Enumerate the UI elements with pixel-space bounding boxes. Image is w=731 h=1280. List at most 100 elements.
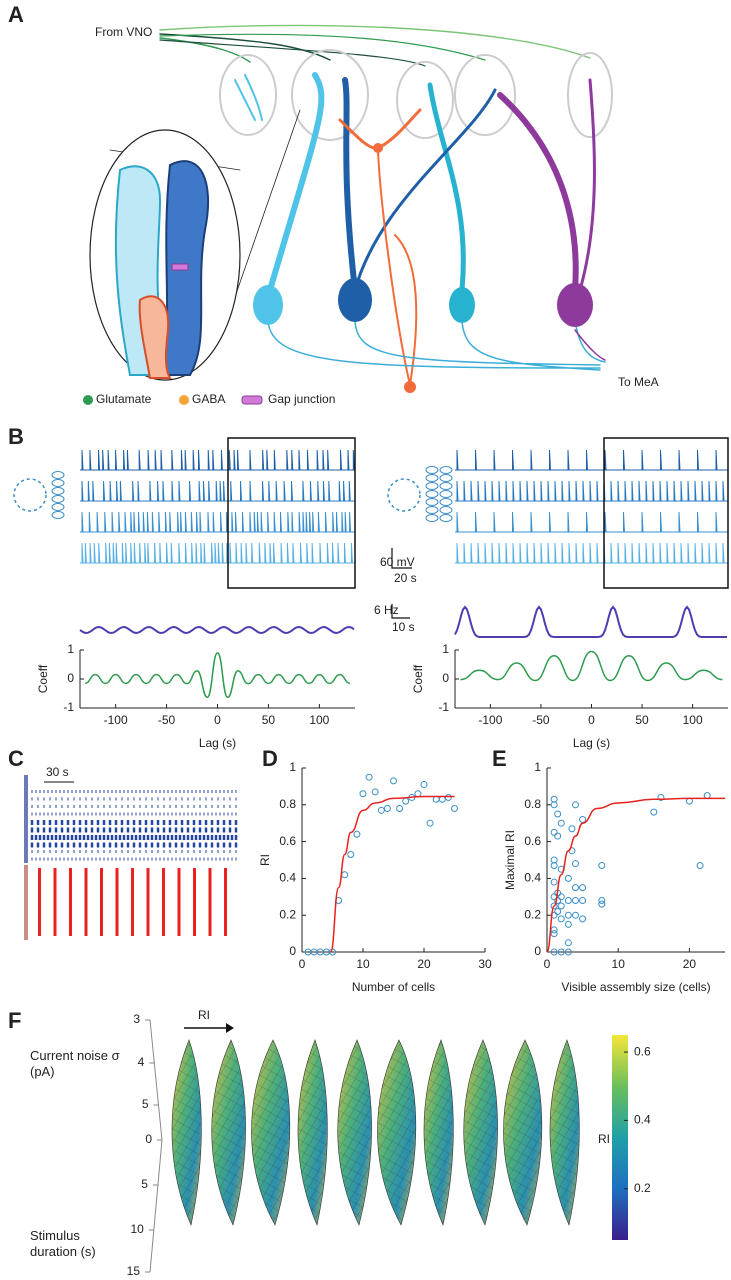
y-axis-label: Coeff [411,664,425,693]
raster-row [31,850,237,853]
point [564,874,572,882]
tick-label: 10 [130,1222,144,1236]
window-box [227,437,356,589]
point [554,908,562,916]
legend-label: Glutamate [96,392,152,406]
cell-icon [425,466,439,474]
point [650,808,658,816]
cell-icon [439,498,453,506]
x-axis-label: Visible assembly size (cells) [561,980,710,994]
arrow-head [226,1023,234,1033]
surface-mesh [171,1040,202,1225]
window-box [603,437,729,589]
x-tick-label: 50 [262,713,276,727]
point [564,948,572,956]
y-tick-label: 0 [534,944,541,958]
colorbar-tick-label: 0.4 [634,1113,651,1127]
scale-label: 60 mV [380,555,415,569]
cell-icon [425,474,439,482]
surface-mesh [337,1040,372,1225]
y-tick-label: 0.2 [524,907,541,921]
surface-mesh [463,1040,498,1225]
raster-burst [69,868,72,936]
y-tick-label: 1 [534,760,541,774]
raster-row [31,790,237,793]
x-tick-label: 10 [356,957,370,971]
point [557,902,565,910]
panel-label: E [492,746,507,771]
point [550,902,558,910]
cell-icon [439,514,453,522]
tick-label: 5 [142,1097,149,1111]
cell-icon [439,506,453,514]
surface-mesh [251,1040,290,1225]
x-tick-label: 0 [588,713,595,727]
x-tick-label: 30 [478,957,492,971]
y-tick-label: 0 [289,944,296,958]
annotation: To MeA [618,375,659,389]
spike-trace [455,449,728,471]
point [571,801,579,809]
point [571,860,579,868]
raster-row [30,820,238,825]
point [564,920,572,928]
x-tick-label: 100 [309,713,329,727]
spike-trace [80,480,355,502]
cell-icon [51,511,65,519]
point [444,793,452,801]
panel-label: A [8,2,24,27]
rate-curve [454,605,727,638]
cell-icon [425,482,439,490]
x-tick-label: -50 [158,713,176,727]
y-tick-label: 0.4 [524,871,541,885]
raster-burst [84,868,88,936]
annotation: From VNO [95,25,152,39]
point [402,797,410,805]
colorbar-tick-label: 0.6 [634,1044,651,1058]
raster-burst [115,868,119,936]
assembly-icon [13,478,421,512]
cell-icon [425,506,439,514]
point [550,795,558,803]
point [550,878,558,886]
y-tick-label: 0.2 [279,907,296,921]
cell-icon [51,471,65,479]
point [657,793,665,801]
y-tick-label: 1 [442,642,449,656]
raster-burst [131,868,134,936]
point [571,896,579,904]
cell-icon [51,487,65,495]
raster-row [30,842,238,848]
surface-mesh [549,1040,580,1225]
point [550,948,558,956]
x-axis-label: Number of cells [352,980,435,994]
point [579,884,587,892]
point [396,804,404,812]
raster [24,775,238,940]
cell-icon [439,490,453,498]
spike-trace [455,480,728,502]
spike-trace [455,511,728,533]
point [564,939,572,947]
point [377,806,385,814]
point [568,825,576,833]
y-axis-label: Maximal RI [503,830,517,890]
y-tick-label: 0.4 [279,871,296,885]
x-tick-label: 100 [683,713,703,727]
point [598,900,606,908]
point [579,915,587,923]
raster-burst [208,868,212,936]
fit-line [546,797,725,953]
y-tick-label: -1 [438,700,449,714]
y-tick-label: 1 [289,760,296,774]
point [557,948,565,956]
tick-label: 5 [141,1177,148,1191]
point [696,862,704,870]
tick-label: 15 [127,1264,141,1278]
point [579,896,587,904]
spike-trace [80,449,355,471]
fit-line [329,795,455,953]
x-tick-label: 0 [214,713,221,727]
raster-row [30,827,238,833]
